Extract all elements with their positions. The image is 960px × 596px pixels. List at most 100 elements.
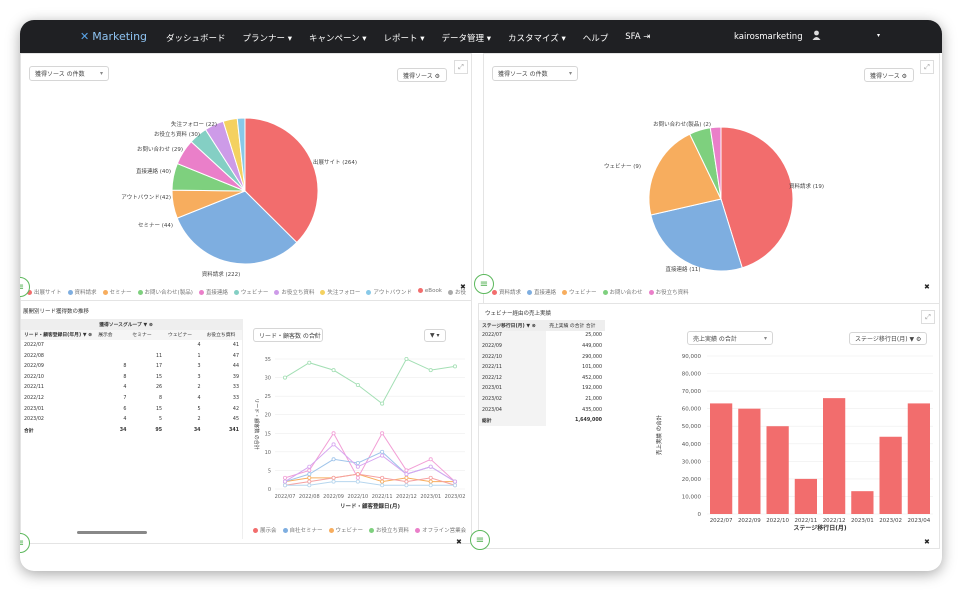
filter-button[interactable]: ▼ ▾: [424, 329, 446, 342]
legend-item[interactable]: アウトバウンド: [366, 288, 412, 296]
x-tick-label: 2022/10: [347, 494, 368, 500]
table-cell: 8: [123, 364, 127, 370]
table-cell: 2022/11: [479, 362, 547, 373]
legend-swatch: [328, 528, 334, 533]
x-tick-label: 2022/09: [323, 494, 344, 500]
bar: [710, 403, 733, 514]
legend-item[interactable]: お問い合わせ(製品): [137, 288, 193, 296]
bar: [738, 408, 761, 514]
legend-item[interactable]: オフライン営業会: [415, 526, 466, 534]
close-icon[interactable]: ✖: [924, 538, 930, 546]
menu-dashboard[interactable]: ダッシュボード: [166, 34, 226, 44]
legend-label: オフライン営業会: [422, 528, 467, 534]
close-icon[interactable]: ✖: [456, 538, 462, 546]
data-point: [307, 360, 312, 365]
table-cell: 2022/09: [479, 341, 547, 352]
legend-swatch: [274, 290, 280, 295]
horizontal-scrollbar[interactable]: [77, 531, 147, 534]
close-icon[interactable]: ✖: [460, 283, 466, 291]
legend-item[interactable]: 資料請求: [67, 288, 97, 296]
measure-select[interactable]: 獲得ソース の件数 ▾: [29, 66, 109, 81]
legend-item[interactable]: お問い合わせ: [602, 288, 643, 296]
legend-label: ウェビナー: [240, 290, 269, 296]
legend-swatch: [27, 290, 32, 295]
chevron-down-icon: ▾: [763, 334, 767, 342]
chevron-down-icon: ▾: [99, 70, 103, 77]
measure-select[interactable]: 獲得ソース の件数 ▾: [492, 66, 578, 81]
table-row: 2023/01 192,000: [479, 383, 605, 395]
menu-help[interactable]: ヘルプ: [582, 34, 609, 44]
menu-toggle-icon[interactable]: ≡: [474, 274, 494, 294]
legend-item[interactable]: 失注フォロー: [320, 288, 360, 296]
series-line: [284, 443, 456, 482]
menu-campaign[interactable]: キャンペーン ▾: [309, 34, 367, 44]
legend-item[interactable]: ウェビナー: [328, 526, 363, 534]
pivot-col-header: お役立ち資料: [206, 333, 236, 339]
measure-select[interactable]: 売上実績 の合計 ▾: [687, 331, 773, 345]
group-by-button[interactable]: 獲得ソース ⚙: [864, 68, 914, 82]
revenue-row-header[interactable]: ステージ移行日(月) ▼ ⊗: [479, 320, 547, 331]
legend-item[interactable]: 出展サイト: [27, 288, 62, 296]
legend-item[interactable]: 展示会: [253, 526, 277, 534]
legend-item[interactable]: 自社セミナー: [282, 526, 323, 534]
expand-icon[interactable]: ⤢: [454, 60, 468, 74]
table-cell: 33: [232, 385, 239, 391]
table-cell: 15: [155, 374, 163, 380]
logo-icon: ✕: [80, 30, 90, 43]
legend-item[interactable]: セミナー: [102, 288, 132, 296]
menu-toggle-icon[interactable]: ≡: [470, 530, 490, 550]
pivot-col-group[interactable]: 獲得ソースグループ ▼ ⊗: [95, 319, 242, 330]
measure-select[interactable]: リード・顧客数 の合計 ▾: [253, 328, 323, 342]
legend-item[interactable]: eBook: [417, 288, 442, 296]
table-cell: 25,000: [585, 333, 602, 339]
legend-swatch: [562, 290, 568, 295]
legend-item[interactable]: ウェビナー: [233, 288, 269, 296]
legend-item[interactable]: 直接連絡: [198, 288, 228, 296]
webinar-revenue-panel: ウェビナー経由の売上実績 ステージ移行日(月) ▼ ⊗ 売上実績 の合計 合計 2…: [478, 303, 940, 549]
pie-slice: [720, 126, 794, 269]
group-by-button[interactable]: ステージ移行日(月) ▼ ⚙: [849, 332, 927, 345]
legend-swatch: [137, 290, 143, 295]
chevron-down-icon: ▾: [568, 70, 572, 77]
pie-chart-2: 資料請求 (19) 直接連絡 (11) ウェビナー (9) お問い合わせ(製品) (2…: [604, 120, 824, 273]
menu-planner[interactable]: プランナー ▾: [242, 34, 292, 44]
legend-item[interactable]: ウェビナー: [562, 288, 597, 296]
menu-sfa[interactable]: SFA ⇥: [625, 32, 651, 42]
app-logo[interactable]: ✕ Marketing: [80, 30, 148, 43]
legend-item[interactable]: お役立ち資料: [274, 288, 314, 296]
user-icon[interactable]: [812, 30, 821, 40]
menu-data-management[interactable]: データ管理 ▾: [441, 34, 492, 44]
legend-item[interactable]: お役立ち資料: [369, 526, 409, 534]
table-cell: 2022/09: [24, 364, 44, 370]
table-row: 総計 1,649,000: [479, 415, 605, 426]
legend-label: アウトバウンド: [373, 290, 412, 296]
data-point: [331, 457, 336, 462]
username[interactable]: kairosmarketing: [734, 32, 803, 42]
menu-report[interactable]: レポート ▾: [383, 34, 425, 44]
pivot-row-header[interactable]: リード・顧客登録日(年月) ▼ ⊗: [24, 333, 93, 339]
legend-item[interactable]: 直接連絡: [527, 288, 556, 296]
close-icon[interactable]: ✖: [924, 283, 930, 291]
legend-label: お役立ち資料: [655, 290, 689, 296]
pie-label: ウェビナー (9): [604, 162, 641, 170]
pivot-col-header: 展示会: [98, 333, 113, 339]
data-point: [355, 383, 360, 388]
menu-customize[interactable]: カスタマイズ ▾: [508, 34, 566, 44]
legend-item[interactable]: お役: [448, 288, 466, 296]
table-cell: 8: [158, 395, 163, 401]
pie-label: 直接連絡 (11): [665, 265, 700, 273]
series-line: [285, 481, 455, 486]
data-point: [331, 479, 336, 484]
table-cell: 4: [197, 342, 201, 348]
legend-item[interactable]: 資料請求: [492, 288, 521, 296]
data-point: [355, 479, 360, 484]
expand-icon[interactable]: ⤢: [921, 310, 935, 324]
expand-icon[interactable]: ⤢: [920, 60, 934, 74]
group-by-button[interactable]: 獲得ソース ⚙: [397, 68, 447, 82]
table-cell: 5: [158, 417, 163, 423]
user-menu-caret[interactable]: ▾: [877, 32, 881, 39]
data-point: [380, 479, 385, 484]
table-cell: 2022/10: [479, 351, 547, 363]
data-point: [428, 368, 433, 373]
legend-item[interactable]: お役立ち資料: [648, 288, 689, 296]
